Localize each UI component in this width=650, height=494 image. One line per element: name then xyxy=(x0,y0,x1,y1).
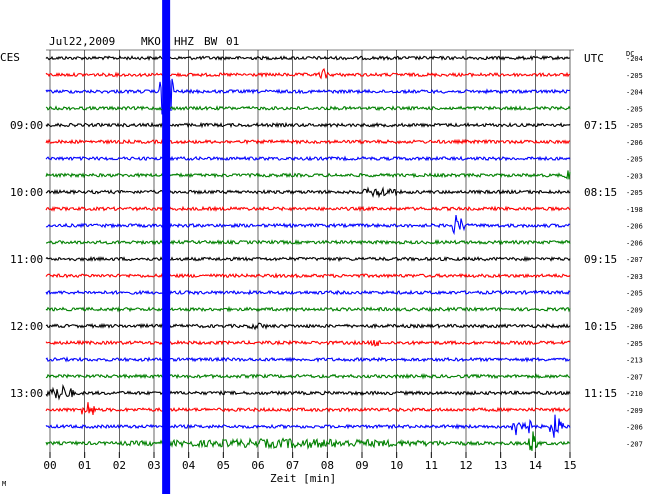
dc-offset-label: -207 xyxy=(626,440,643,448)
dc-offset-label: -203 xyxy=(626,273,643,281)
trace-row xyxy=(45,305,571,313)
dc-offset-label: -205 xyxy=(626,105,643,113)
saturated-signal-band xyxy=(162,0,171,494)
x-tick-label: 00 xyxy=(43,459,56,472)
x-tick-label: 11 xyxy=(425,459,438,472)
trace-row xyxy=(45,215,571,236)
chart-title-date: Jul22,2009 xyxy=(49,35,115,48)
footer-mark: M xyxy=(2,480,6,488)
chart-title-network: BW xyxy=(204,35,218,48)
dc-offset-label: -213 xyxy=(626,357,643,365)
trace-row xyxy=(45,289,571,296)
x-tick-label: 02 xyxy=(113,459,126,472)
dc-offset-label: -205 xyxy=(626,290,643,298)
trace-row xyxy=(45,138,571,145)
dc-offset-label: -207 xyxy=(626,256,643,264)
dc-offset-label: -203 xyxy=(626,172,643,180)
dc-offset-label: -205 xyxy=(626,156,643,164)
trace-row xyxy=(45,373,571,380)
x-tick-label: 12 xyxy=(459,459,472,472)
x-tick-label: 14 xyxy=(529,459,543,472)
dc-offset-label: -205 xyxy=(626,340,643,348)
trace-row xyxy=(45,186,571,199)
x-tick-label: 09 xyxy=(355,459,368,472)
right-hour-label: 07:15 xyxy=(584,119,617,132)
dc-offset-label: -210 xyxy=(626,390,643,398)
dc-offset-label: -205 xyxy=(626,189,643,197)
trace-layer xyxy=(45,0,571,494)
right-hour-label: 10:15 xyxy=(584,320,617,333)
trace-row xyxy=(45,255,571,263)
dc-header-label: DC xyxy=(626,50,634,58)
dc-offset-label: -205 xyxy=(626,122,643,130)
left-hour-label: 09:00 xyxy=(10,119,43,132)
dc-offset-label: -207 xyxy=(626,373,643,381)
dc-offset-label: -204 xyxy=(626,55,643,63)
trace-row xyxy=(45,205,571,213)
trace-row xyxy=(46,239,571,246)
trace-row xyxy=(45,339,571,347)
x-tick-label: 10 xyxy=(390,459,403,472)
x-tick-label: 04 xyxy=(182,459,196,472)
right-hour-label: 11:15 xyxy=(584,387,617,400)
dc-offset-label: -209 xyxy=(626,407,643,415)
trace-row xyxy=(45,383,571,401)
left-hour-label: 10:00 xyxy=(10,186,43,199)
x-tick-label: 15 xyxy=(563,459,576,472)
dc-offset-label: -205 xyxy=(626,72,643,80)
x-tick-label: 03 xyxy=(147,459,160,472)
dc-offset-label: -206 xyxy=(626,323,643,331)
grid-lines xyxy=(46,49,574,458)
right-hour-label: 09:15 xyxy=(584,253,617,266)
trace-row xyxy=(45,431,571,452)
label-layer: 00 01 02 03 04 05 06 07 08 09 10 11 12 13 14 15 -204 -205… xyxy=(10,52,643,472)
right-hour-label: 08:15 xyxy=(584,186,617,199)
chart-title-channel: HHZ xyxy=(174,35,194,48)
trace-row xyxy=(45,272,571,279)
trace-row xyxy=(45,68,571,80)
chart-title-location: 01 xyxy=(226,35,239,48)
dc-offset-label: -198 xyxy=(626,206,643,214)
left-timezone-label: CES xyxy=(0,51,20,64)
left-hour-label: 13:00 xyxy=(10,387,43,400)
trace-row xyxy=(45,414,571,438)
dc-offset-label: -206 xyxy=(626,223,643,231)
trace-row xyxy=(45,322,571,331)
x-tick-label: 01 xyxy=(78,459,91,472)
left-hour-label: 11:00 xyxy=(10,253,43,266)
x-axis-label: Zeit [min] xyxy=(270,472,336,485)
x-tick-label: 05 xyxy=(217,459,230,472)
x-tick-label: 13 xyxy=(494,459,507,472)
dc-offset-label: -206 xyxy=(626,424,643,432)
trace-row xyxy=(45,57,571,115)
trace-row xyxy=(45,170,571,180)
trace-row xyxy=(45,356,571,363)
trace-row xyxy=(45,105,571,112)
x-tick-label: 07 xyxy=(286,459,299,472)
trace-row xyxy=(45,402,571,415)
trace-row xyxy=(45,155,571,162)
dc-offset-label: -209 xyxy=(626,306,643,314)
x-tick-label: 06 xyxy=(251,459,264,472)
dc-offset-label: -206 xyxy=(626,139,643,147)
dc-offset-label: -204 xyxy=(626,89,643,97)
chart-title-station: MKO xyxy=(141,35,161,48)
dc-offset-label: -206 xyxy=(626,239,643,247)
left-hour-label: 12:00 xyxy=(10,320,43,333)
trace-row xyxy=(45,55,571,61)
x-tick-label: 08 xyxy=(321,459,334,472)
right-hour-label: UTC xyxy=(584,52,604,65)
trace-row xyxy=(45,121,571,129)
